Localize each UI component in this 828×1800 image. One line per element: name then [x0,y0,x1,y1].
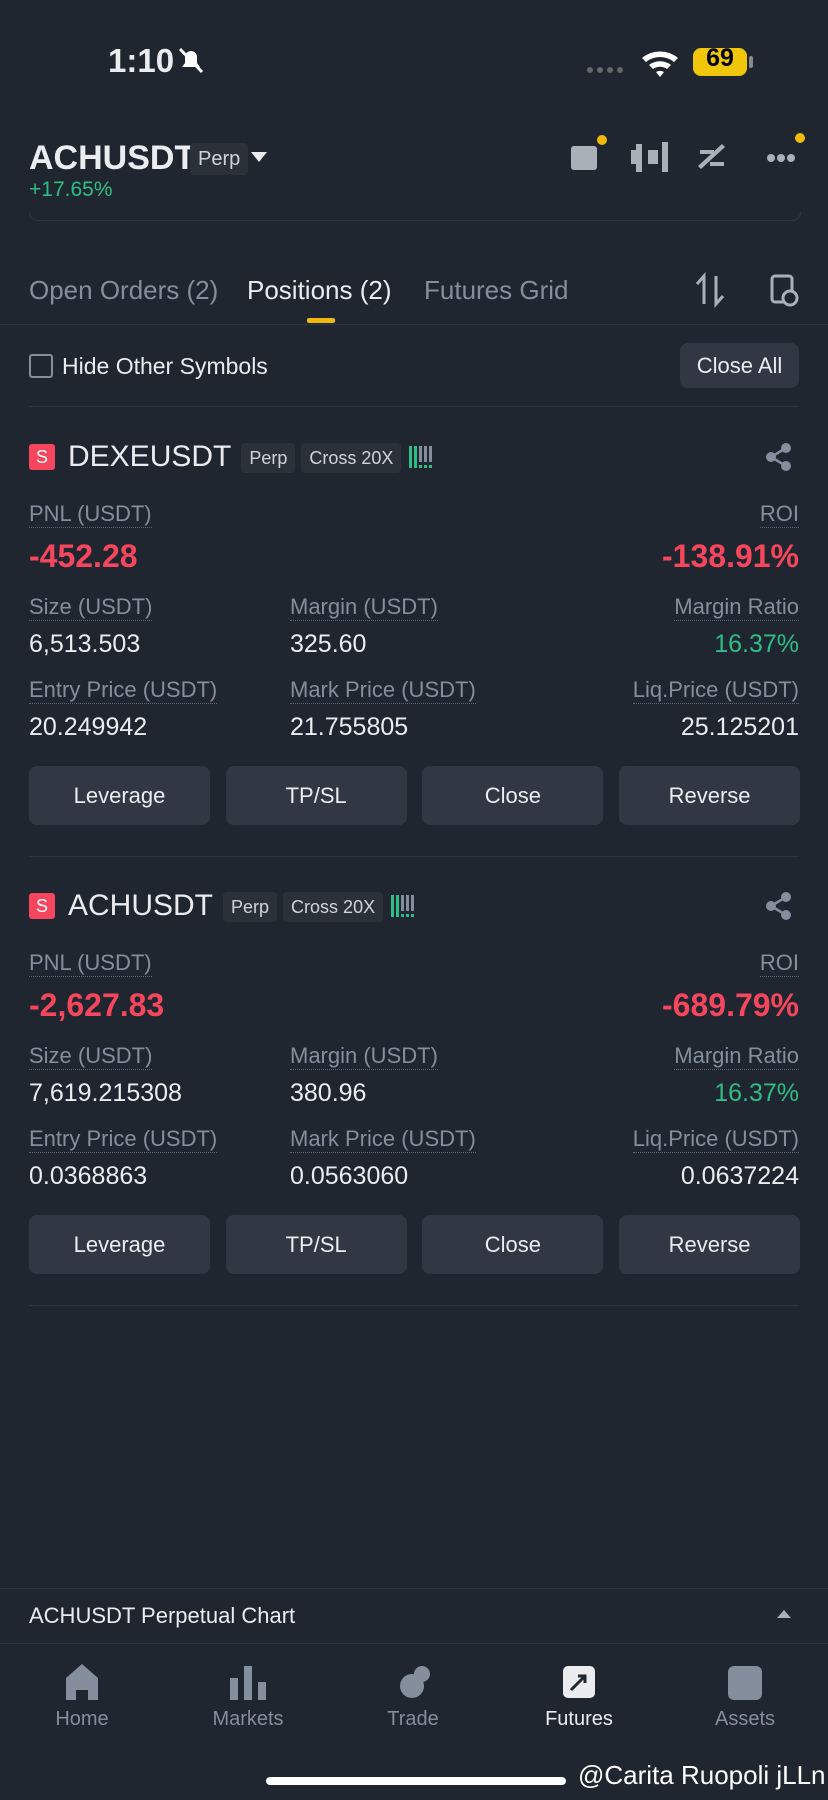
nav-item[interactable]: Trade [387,1708,439,1730]
margin-label: Margin (USDT) [290,594,438,621]
action-button[interactable]: Close [422,1215,604,1274]
position-type: Perp [241,443,296,473]
checkbox-label: Hide Other Symbols [62,353,268,379]
liq-price-value: 25.125201 [680,713,799,741]
size-value: 7,619.215308 [29,1079,182,1107]
header-change: +17.65% [29,178,113,201]
divider [0,1643,828,1644]
pnl-value: -452.28 [29,538,138,574]
entry-price-value: 0.0368863 [29,1162,148,1190]
action-button[interactable]: TP/SL [225,766,407,825]
header-card-edge [29,212,801,221]
divider [0,1588,828,1589]
adl-indicator [391,895,415,917]
nav-item[interactable]: Markets [212,1708,284,1730]
action-button[interactable]: Close [422,766,604,825]
divider [29,856,799,857]
checkbox[interactable] [29,354,53,378]
margin-mode: Cross 20X [301,443,402,473]
entry-price-label: Entry Price (USDT) [29,677,218,704]
dropdown-icon[interactable] [250,150,268,164]
margin-label: Margin (USDT) [290,1043,438,1070]
position-symbol: ACHUSDT [68,889,214,922]
header-icons[interactable] [560,130,810,180]
size-value: 6,513.503 [29,630,141,658]
entry-price-label: Entry Price (USDT) [29,1126,218,1153]
divider [29,1305,799,1306]
size-label: Size (USDT) [29,594,153,621]
entry-price-value: 20.249942 [29,713,148,741]
size-label: Size (USDT) [29,1043,153,1070]
liq-price-value: 0.0637224 [680,1162,799,1190]
pnl-value: -2,627.83 [29,987,165,1023]
liq-price-label: Liq.Price (USDT) [632,1126,799,1153]
watermark: @Carita Ruopoli jLLn [578,1760,826,1790]
nav-item[interactable]: Assets [714,1708,776,1730]
mark-price-value: 21.755805 [290,713,409,741]
home-indicator [266,1777,566,1785]
nav-item-active[interactable]: Futures [545,1708,613,1730]
tab[interactable]: Futures Grid [424,275,569,305]
margin-ratio-label: Margin Ratio [674,594,799,621]
nav-icons [66,1664,762,1700]
position-type: Perp [223,892,278,922]
pnl-label: PNL (USDT) [29,950,152,977]
divider [29,406,799,407]
margin-ratio-label: Margin Ratio [674,1043,799,1070]
tab-indicator [307,318,335,323]
tab[interactable]: Open Orders (2) [29,275,219,305]
margin-value: 325.60 [290,630,367,658]
action-button[interactable]: Leverage [29,1215,210,1274]
mark-price-label: Mark Price (USDT) [290,1126,476,1153]
tab-active[interactable]: Positions (2) [247,275,392,305]
roi-label: ROI [759,501,799,528]
chart-bar-label[interactable]: ACHUSDT Perpetual Chart [29,1603,296,1628]
battery-level: 69 [706,44,734,72]
margin-ratio-value: 16.37% [714,1079,799,1107]
liq-price-label: Liq.Price (USDT) [632,677,799,704]
share-icon[interactable] [764,442,794,472]
side-badge: S [29,893,55,919]
roi-value: -138.91% [662,538,799,574]
position-symbol: DEXEUSDT [68,440,232,473]
status-time: 1:10 [108,42,175,79]
adl-indicator [409,446,433,468]
action-button[interactable]: Reverse [619,766,801,825]
bell-off-icon [178,47,204,74]
mark-price-value: 0.0563060 [290,1162,409,1190]
header-badge: Perp [190,143,249,175]
tab-icons[interactable] [694,270,804,310]
action-button[interactable]: TP/SL [225,1215,407,1274]
margin-value: 380.96 [290,1079,367,1107]
mark-price-label: Mark Price (USDT) [290,677,476,704]
roi-value: -689.79% [662,987,799,1023]
margin-mode: Cross 20X [283,892,384,922]
expand-icon[interactable] [776,1608,792,1620]
status-icons [587,48,753,77]
pnl-label: PNL (USDT) [29,501,152,528]
action-button[interactable]: Reverse [619,1215,801,1274]
header-symbol[interactable]: ACHUSDT [29,139,196,177]
side-badge: S [29,444,55,470]
margin-ratio-value: 16.37% [714,630,799,658]
nav-item[interactable]: Home [55,1708,109,1730]
share-icon[interactable] [764,891,794,921]
action-button[interactable]: Leverage [29,766,210,825]
close-all-button[interactable]: Close All [680,343,799,388]
roi-label: ROI [759,950,799,977]
divider [0,324,828,325]
